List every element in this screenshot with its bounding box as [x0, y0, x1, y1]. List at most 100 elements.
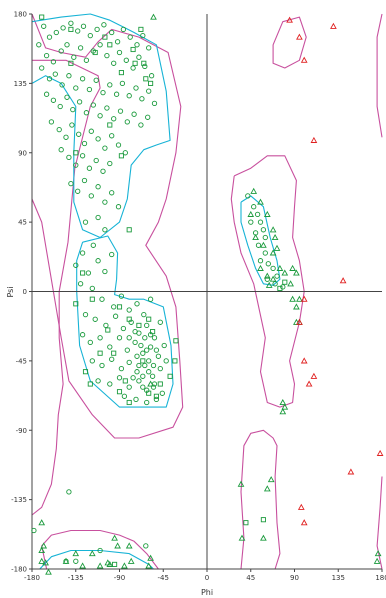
residue-point: [270, 265, 276, 272]
residue-point: [82, 219, 89, 225]
residue-point: [66, 154, 72, 161]
residue-point: [107, 82, 113, 88]
outlier-point: [339, 277, 347, 284]
residue-point: [115, 142, 122, 148]
residue-point: [150, 362, 157, 369]
residue-triangle-point: [72, 550, 80, 557]
x-tick-label: 180: [375, 574, 386, 582]
residue-point: [111, 304, 117, 310]
residue-point: [262, 234, 268, 241]
residue-point: [136, 378, 142, 384]
residue-triangle-point: [269, 249, 277, 256]
residue-point: [107, 344, 113, 350]
glycine-point: [138, 26, 144, 32]
residue-point: [144, 322, 150, 329]
residue-point: [101, 22, 107, 28]
outlier-point: [310, 136, 318, 143]
residue-triangle-point: [267, 476, 275, 483]
residue-point: [132, 339, 138, 346]
outlier-point: [330, 22, 337, 29]
residue-point: [146, 88, 152, 94]
y-tick-label: -90: [16, 427, 27, 435]
axis-layer: [31, 14, 382, 570]
glycine-point: [126, 316, 132, 322]
residue-point: [280, 284, 286, 290]
residue-point: [83, 57, 90, 63]
allowed-contour-1: [31, 13, 184, 439]
glycine-point: [282, 279, 288, 285]
x-tick-label: 0: [205, 574, 209, 582]
residue-point: [126, 335, 132, 341]
residue-point: [104, 52, 110, 59]
residue-point: [70, 106, 76, 113]
residue-point: [73, 162, 79, 168]
residue-point: [140, 384, 146, 390]
residue-point: [73, 85, 79, 91]
residue-triangle-point: [42, 559, 49, 566]
residue-triangle-point: [279, 408, 287, 415]
glycine-point: [132, 60, 138, 66]
residue-point: [118, 293, 125, 299]
residue-point: [126, 93, 132, 99]
residue-point: [147, 344, 154, 350]
residue-point: [126, 307, 132, 313]
residue-point: [88, 193, 94, 199]
residue-point: [148, 73, 155, 79]
glycine-point: [105, 327, 111, 333]
residue-point: [248, 219, 254, 225]
outlier-point: [300, 295, 308, 302]
residue-triangle-point: [260, 534, 267, 541]
residue-point: [139, 96, 145, 102]
y-tick-label: -180: [11, 566, 27, 574]
residue-point: [257, 219, 264, 225]
residue-triangle-point: [238, 534, 246, 541]
residue-triangle-point: [88, 550, 96, 557]
residue-point: [50, 97, 57, 103]
residue-triangle-point: [111, 534, 118, 541]
residue-triangle-point: [263, 272, 271, 279]
residue-point: [109, 251, 115, 258]
x-tick-label: 45: [246, 574, 255, 582]
residue-point: [133, 396, 139, 403]
residue-point: [93, 77, 99, 83]
residue-triangle-point: [150, 13, 157, 20]
residue-point: [102, 227, 108, 233]
residue-point: [155, 353, 162, 359]
glycine-point: [118, 70, 124, 76]
residue-triangle-point: [38, 546, 46, 554]
residue-point: [107, 381, 113, 387]
residue-point: [159, 390, 165, 396]
glycine-point: [102, 34, 108, 40]
glycine-point: [277, 285, 283, 291]
residue-point: [102, 268, 108, 275]
residue-point: [157, 365, 163, 372]
residue-point: [116, 49, 123, 56]
x-axis-label: Phi: [201, 588, 213, 597]
residue-point: [66, 489, 72, 495]
residue-point: [134, 42, 140, 48]
residue-point: [53, 29, 59, 36]
residue-point: [69, 122, 75, 128]
glycine-point: [68, 26, 74, 32]
residue-point: [142, 63, 148, 70]
residue-point: [59, 82, 65, 88]
residue-point: [141, 311, 147, 318]
residue-point: [93, 157, 99, 164]
allowed-contour-5: [240, 429, 281, 570]
residue-point: [83, 110, 90, 116]
residue-triangle-point: [269, 275, 277, 282]
residue-point: [102, 145, 108, 151]
residue-point: [144, 347, 150, 353]
allowed-contour-6: [376, 13, 383, 138]
residue-point: [260, 227, 267, 233]
residue-triangle-point: [257, 264, 264, 271]
residue-point: [130, 375, 136, 381]
glycine-point: [97, 350, 103, 356]
residue-triangle-point: [106, 560, 114, 567]
residue-point: [118, 365, 125, 372]
residue-point: [126, 359, 132, 366]
residue-point: [95, 214, 101, 221]
glycine-point: [68, 60, 74, 66]
residue-point: [63, 134, 69, 140]
residue-point: [43, 91, 50, 97]
